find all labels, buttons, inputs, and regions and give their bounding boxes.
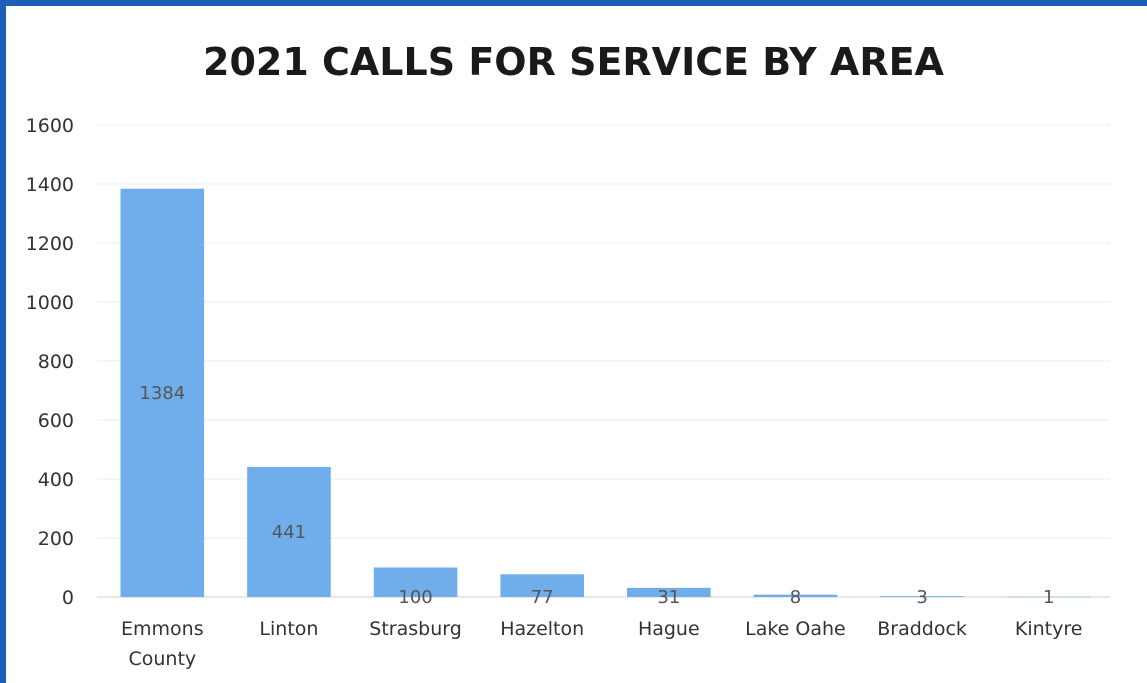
data-label: 1: [1043, 587, 1054, 608]
bar: [627, 587, 711, 597]
x-tick-label: County: [128, 648, 196, 670]
x-tick-label: Hazelton: [500, 618, 584, 640]
data-label: 100: [398, 587, 432, 608]
x-tick-label: Lake Oahe: [745, 618, 846, 640]
data-label: 3: [916, 587, 927, 608]
y-tick-label: 600: [38, 410, 74, 432]
y-tick-label: 800: [38, 351, 74, 373]
y-tick-label: 1600: [26, 115, 74, 137]
data-label: 31: [657, 587, 680, 608]
data-label: 77: [531, 587, 554, 608]
y-tick-label: 400: [38, 469, 74, 491]
x-tick-label: Kintyre: [1015, 618, 1083, 640]
bar: [1006, 596, 1091, 598]
chart-title: 2021 CALLS FOR SERVICE BY AREA: [203, 40, 944, 84]
x-tick-label: Linton: [259, 618, 318, 640]
x-tick-label: Strasburg: [369, 618, 462, 640]
bar: [880, 596, 964, 597]
x-tick-label: Emmons: [121, 618, 204, 640]
x-tick-label: Braddock: [877, 618, 967, 640]
x-tick-label: Hague: [638, 618, 700, 640]
y-tick-label: 0: [62, 587, 74, 609]
data-label: 1384: [139, 383, 185, 404]
y-tick-label: 1200: [26, 233, 74, 255]
y-tick-label: 1400: [26, 174, 74, 196]
bar: [500, 574, 584, 597]
y-tick-label: 200: [38, 528, 74, 550]
bar: [373, 567, 458, 597]
data-label: 441: [272, 522, 306, 543]
y-tick-label: 1000: [26, 292, 74, 314]
bar: [753, 594, 838, 597]
bar: [120, 188, 205, 597]
bar: [247, 466, 331, 597]
data-label: 8: [790, 587, 801, 608]
